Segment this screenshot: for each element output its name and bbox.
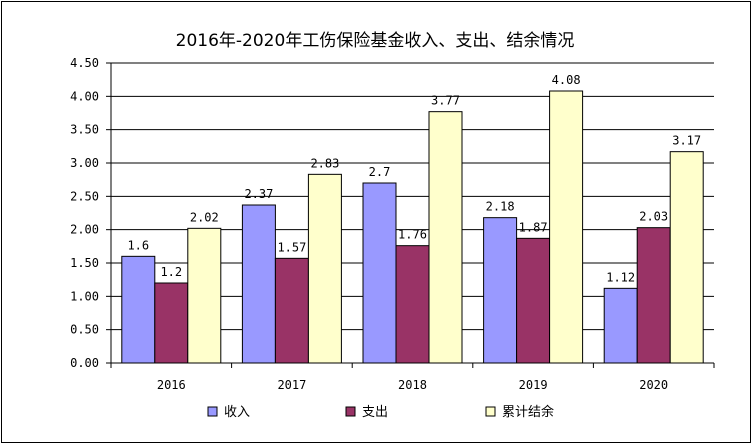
bars <box>121 90 704 364</box>
legend-swatch <box>207 406 218 417</box>
y-tick-label: 3.00 <box>70 156 99 170</box>
y-tick-label: 3.50 <box>70 123 99 137</box>
data-label: 2.7 <box>369 165 391 179</box>
bar <box>549 90 584 364</box>
data-label: 2.03 <box>639 210 668 224</box>
axes: 0.00 0.50 1.00 1.50 2.00 2.50 3.00 3.50 4.00 4.50… <box>70 56 715 392</box>
bar <box>121 255 156 364</box>
legend-label: 收入 <box>224 405 250 420</box>
bar <box>483 217 518 364</box>
x-tick-label: 2020 <box>639 378 668 392</box>
data-label: 1.12 <box>606 270 635 284</box>
bar <box>187 227 222 364</box>
y-tick-label: 4.00 <box>70 89 99 103</box>
y-tick-label: 1.50 <box>70 256 99 270</box>
chart-title: 2016年-2020年工伤保险基金收入、支出、结余情况 <box>176 31 575 51</box>
bar <box>241 204 276 364</box>
bar <box>362 182 397 364</box>
data-label: 1.57 <box>277 240 306 254</box>
data-label: 2.18 <box>486 200 515 214</box>
bar <box>603 287 638 364</box>
legend-label: 累计结余 <box>502 404 554 420</box>
bar <box>307 173 342 364</box>
y-tick-label: 2.00 <box>70 223 99 237</box>
legend-swatch <box>485 406 496 417</box>
data-label: 2.83 <box>310 156 339 170</box>
data-label: 2.02 <box>190 210 219 224</box>
data-label: 1.76 <box>398 228 427 242</box>
y-tick-label: 4.50 <box>70 56 99 70</box>
x-tick-label: 2016 <box>157 378 186 392</box>
bar <box>516 237 551 364</box>
data-label: 3.17 <box>672 134 701 148</box>
x-tick-label: 2018 <box>398 378 427 392</box>
data-label: 4.08 <box>552 73 581 87</box>
data-label: 1.6 <box>127 238 149 252</box>
y-tick-label: 0.00 <box>70 356 99 370</box>
bar <box>428 111 463 364</box>
data-label: 1.2 <box>160 265 182 279</box>
y-tick-label: 2.50 <box>70 189 99 203</box>
data-label: 2.37 <box>244 187 273 201</box>
data-label: 1.87 <box>519 220 548 234</box>
y-tick-label: 1.00 <box>70 289 99 303</box>
data-label: 3.77 <box>431 94 460 108</box>
bar <box>395 245 430 364</box>
data-labels: 1.6 1.2 2.02 2.37 1.57 2.83 2.7 1.76 3.77 2.18 1.8… <box>127 73 701 284</box>
y-tick-label: 0.50 <box>70 323 99 337</box>
bar <box>154 282 189 364</box>
x-tick-label: 2017 <box>277 378 306 392</box>
legend: 收入 支出 累计结余 <box>207 404 554 420</box>
bar <box>274 257 309 364</box>
legend-swatch <box>345 406 356 417</box>
legend-label: 支出 <box>362 405 388 420</box>
x-tick-label: 2019 <box>519 378 548 392</box>
bar <box>636 227 671 364</box>
bar <box>669 151 704 364</box>
